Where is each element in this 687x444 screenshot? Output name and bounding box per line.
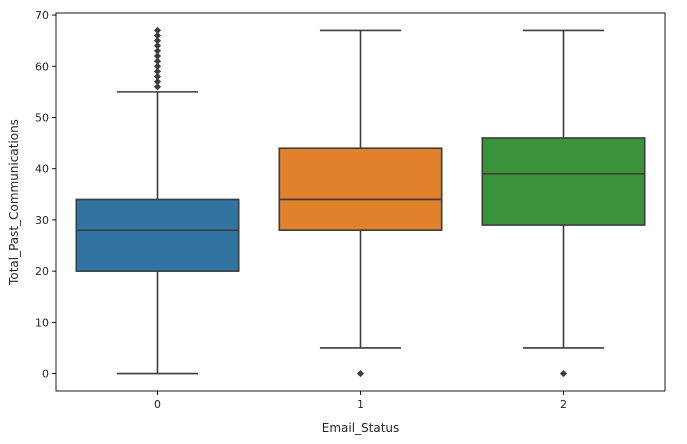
y-tick-label: 20 bbox=[35, 265, 49, 278]
x-tick-label: 2 bbox=[560, 398, 567, 411]
outlier-point bbox=[153, 83, 162, 91]
y-tick-label: 40 bbox=[35, 163, 49, 176]
y-tick-label: 50 bbox=[35, 111, 49, 124]
x-axis-label: Email_Status bbox=[322, 421, 400, 435]
outlier-point bbox=[153, 72, 162, 81]
box-iqr bbox=[278, 147, 443, 231]
outlier-point bbox=[153, 42, 162, 50]
y-axis-label: Total_Past_Communications bbox=[7, 119, 21, 286]
outlier-point bbox=[153, 67, 162, 75]
box-group-1 bbox=[278, 29, 443, 378]
y-tick-label: 30 bbox=[35, 214, 49, 227]
outlier-point bbox=[153, 52, 162, 60]
outlier-point bbox=[153, 26, 162, 34]
box-iqr bbox=[481, 137, 646, 226]
box-iqr bbox=[75, 198, 240, 272]
outlier-point bbox=[153, 31, 162, 40]
outlier-point bbox=[153, 57, 162, 65]
x-tick-label: 0 bbox=[154, 398, 161, 411]
axes: 0 10 20 30 40 50 60 70 0 1 2 bbox=[35, 9, 666, 411]
y-tick-label: 10 bbox=[35, 316, 49, 329]
outlier-point bbox=[356, 370, 365, 378]
outlier-point bbox=[153, 78, 162, 86]
outlier-point bbox=[153, 62, 162, 70]
y-tick-label: 60 bbox=[35, 60, 49, 73]
y-tick-label: 0 bbox=[42, 368, 49, 381]
plot-area bbox=[75, 26, 646, 378]
y-tick-label: 70 bbox=[35, 9, 49, 22]
box-group-0 bbox=[75, 26, 240, 375]
outlier-point bbox=[559, 370, 568, 378]
outlier-point bbox=[153, 37, 162, 45]
outlier-point bbox=[153, 47, 162, 55]
x-tick-label: 1 bbox=[357, 398, 364, 411]
box-group-2 bbox=[481, 29, 646, 378]
